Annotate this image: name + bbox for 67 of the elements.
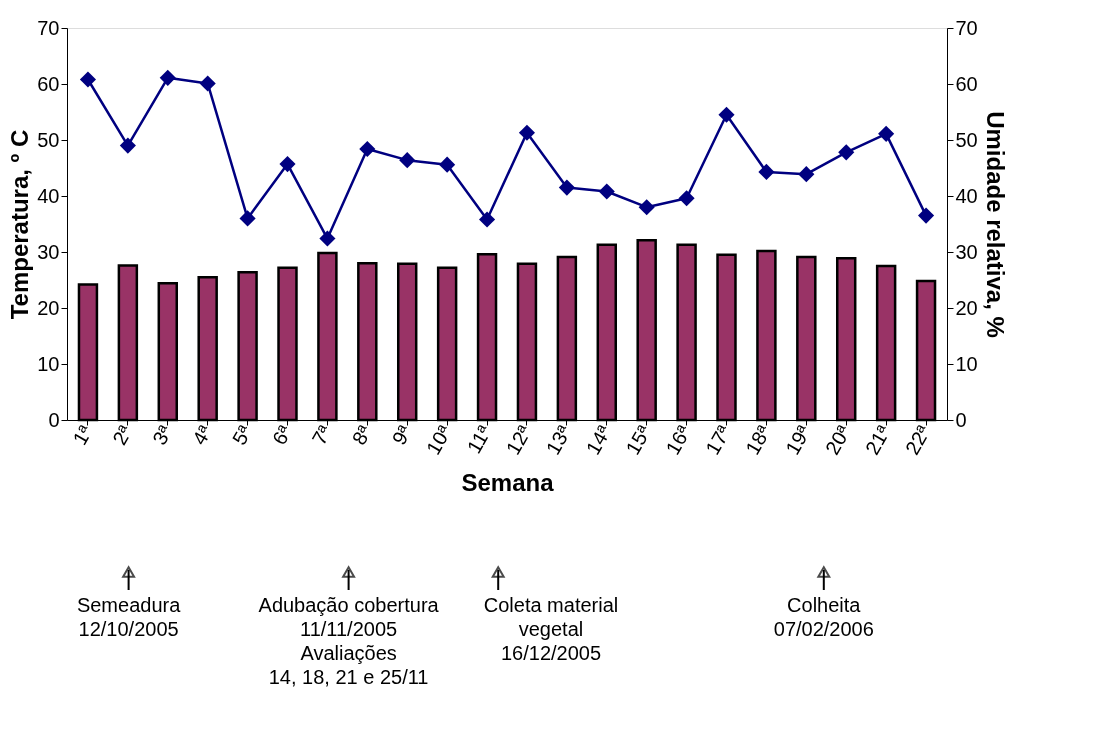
- point: [239, 210, 256, 227]
- text: Colheita 07/02/2006: [773, 594, 874, 640]
- point: [199, 75, 216, 92]
- point: [119, 137, 136, 154]
- point: [439, 156, 456, 173]
- point: [159, 69, 176, 86]
- point: [758, 163, 775, 180]
- x-tick-label: 6ª: [267, 420, 297, 449]
- point: [558, 179, 575, 196]
- x-axis-title: Semana: [461, 469, 555, 497]
- point: [838, 144, 855, 161]
- point: [279, 156, 296, 173]
- x-tick-label: 17ª: [701, 420, 736, 459]
- y-tick-label: 60: [37, 72, 60, 95]
- x-tick-label: 7ª: [307, 420, 337, 449]
- y2-tick-label: 40: [955, 184, 978, 207]
- point: [319, 230, 336, 247]
- point: [878, 125, 895, 142]
- x-tick-label: 11ª: [462, 420, 496, 457]
- point: [678, 190, 695, 207]
- text: Adubação cobertura 11/11/2005 Avaliações 14, 18, 21 e 25/11: [258, 594, 440, 688]
- x-tick-label: 14ª: [581, 420, 616, 459]
- point: [478, 211, 496, 228]
- x-tick-label: 20ª: [821, 420, 856, 459]
- y2-tick-label: 20: [955, 296, 978, 319]
- x-tick-label: 2ª: [108, 420, 137, 449]
- x-tick-label: 1ª: [68, 420, 97, 449]
- y-tick-label: 50: [37, 128, 60, 151]
- y-tick-label: 0: [48, 408, 60, 431]
- x-tick-label: 21ª: [860, 420, 896, 459]
- point: [598, 183, 615, 200]
- text: Coleta material vegetal 16/12/2005: [483, 594, 619, 664]
- y2-axis-title: Umidade relativa, %: [981, 111, 1009, 338]
- y-axis-title: Temperatura, º C: [6, 129, 34, 320]
- x-tick-label: 16ª: [661, 420, 696, 459]
- x-tick-label: 10ª: [421, 420, 457, 459]
- point: [718, 106, 735, 123]
- x-tick-label: 3ª: [148, 420, 177, 449]
- x-tick-label: 9ª: [387, 420, 417, 449]
- y2-tick-label: 10: [955, 352, 978, 375]
- y2-tick-label: 50: [955, 128, 978, 151]
- x-tick-label: 8ª: [347, 420, 377, 449]
- y-tick-label: 20: [37, 296, 60, 319]
- point: [518, 124, 536, 141]
- x-tick-label: 22ª: [900, 420, 935, 459]
- x-tick-label: 13ª: [541, 420, 576, 459]
- y-tick-label: 40: [37, 184, 60, 207]
- point: [917, 207, 935, 224]
- x-tick-label: 12ª: [501, 420, 536, 459]
- point: [79, 71, 97, 88]
- x-tick-label: 4ª: [188, 420, 217, 449]
- text: Semeadura 12/10/2005: [76, 594, 182, 640]
- y2-tick-label: 70: [955, 16, 978, 39]
- point: [798, 166, 815, 183]
- y-tick-label: 30: [37, 240, 60, 263]
- point: [399, 152, 416, 169]
- y-tick-label: 10: [37, 352, 60, 375]
- y-tick-label: 70: [37, 16, 60, 39]
- x-tick-label: 19ª: [781, 420, 816, 459]
- y2-tick-label: 60: [955, 72, 978, 95]
- x-tick-label: 18ª: [741, 420, 776, 459]
- point: [359, 140, 376, 158]
- y2-tick-label: 30: [955, 240, 978, 263]
- x-tick-label: 15ª: [621, 420, 656, 459]
- y2-tick-label: 0: [955, 408, 967, 431]
- x-tick-label: 5ª: [227, 420, 257, 449]
- point: [638, 199, 655, 216]
